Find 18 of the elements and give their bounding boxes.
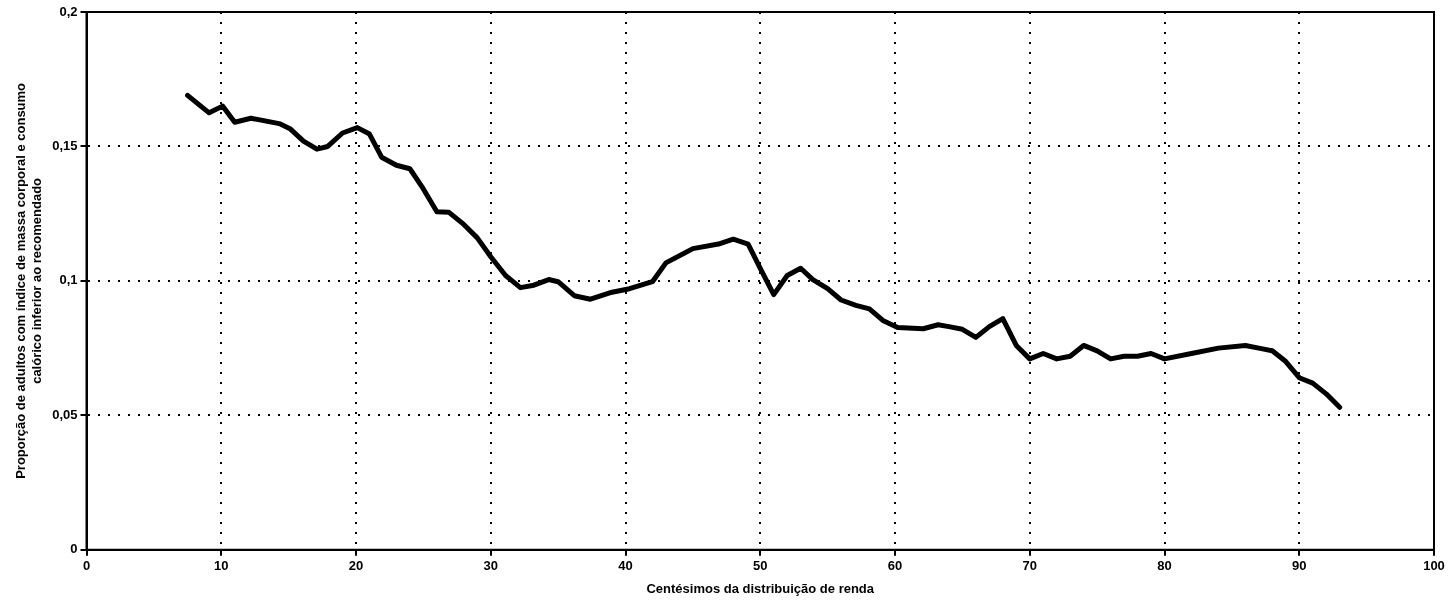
x-tick-label: 90 [1292,558,1307,574]
y-tick-label: 0 [70,541,78,557]
x-tick-label: 60 [887,558,903,574]
y-axis-title: Proporção de adultos com índice de massa corporal e consumo calórico inferior ao recomendado [13,82,44,479]
y-tick-label: 0,2 [59,3,78,19]
y-tick-label: 0,1 [59,272,78,288]
x-tick-label: 50 [753,558,768,574]
y-tick-label: 0,15 [52,138,78,154]
x-tick-label: 0 [82,558,91,574]
x-tick-label: 20 [348,558,364,574]
x-axis-title: Centésimos da distribuição de renda [646,580,875,596]
x-tick-label: 10 [214,558,229,574]
x-tick-label: 30 [483,558,498,574]
x-tick-label: 70 [1022,558,1037,574]
x-tick-label: 100 [1423,558,1445,574]
y-tick-label: 0,05 [52,406,78,422]
x-tick-label: 80 [1157,558,1172,574]
x-tick-label: 40 [618,558,633,574]
